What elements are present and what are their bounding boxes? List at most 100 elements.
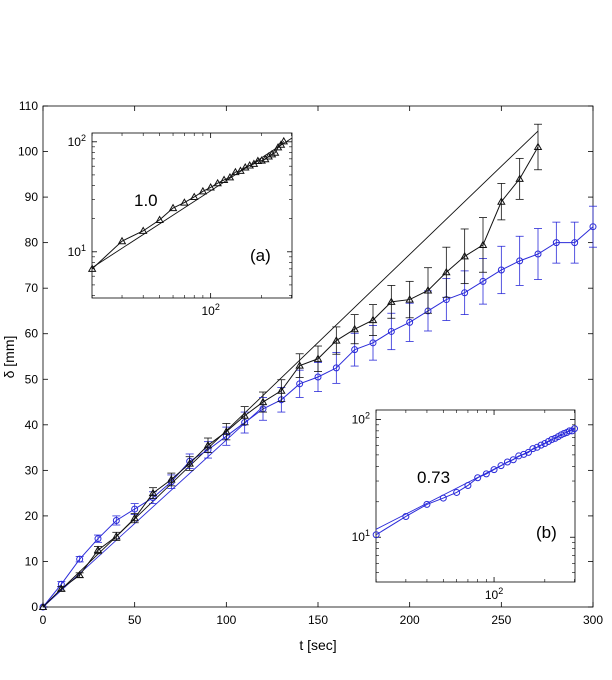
data-point-circle	[76, 555, 84, 563]
inset-data-point	[497, 462, 505, 470]
data-point-triangle	[497, 197, 506, 205]
data-point-circle	[296, 380, 304, 388]
inset-data-point	[264, 152, 273, 160]
inset-data-point	[402, 512, 410, 520]
inset-data-point	[533, 443, 541, 451]
inset-data-point	[219, 175, 229, 183]
data-point-triangle	[93, 545, 103, 554]
data-point-triangle	[112, 531, 121, 540]
inset-data-point	[524, 448, 532, 456]
data-point-triangle	[185, 459, 194, 467]
x-tick-label: 200	[400, 613, 420, 627]
inset-data-point	[474, 474, 482, 482]
main-chart: 0 50 100 150 200 250 300 0 10 20 30 40 50 60 70 80 90 100…	[18, 99, 603, 627]
data-point-triangle	[460, 251, 469, 260]
data-point-circle	[406, 318, 414, 326]
y-tick-label: 110	[19, 99, 38, 113]
x-tick-label: 300	[583, 613, 603, 627]
inset-frame	[375, 409, 576, 583]
inset-data-point	[138, 226, 148, 234]
inset-data-point	[544, 437, 552, 445]
data-point-triangle	[130, 513, 139, 522]
inset-data-point	[372, 531, 380, 539]
data-point-circle	[552, 239, 560, 247]
inset-data-point	[168, 203, 178, 212]
x-axis-label: t [sec]	[299, 637, 336, 653]
inset-data-point	[515, 452, 523, 460]
inset-x-tick-label: 102	[485, 586, 503, 602]
inset-data-point	[155, 215, 164, 223]
data-point-triangle	[405, 295, 414, 303]
inset-data-point	[482, 470, 490, 478]
y-tick-label: 0	[31, 600, 38, 614]
inset-b: 101 102 102 0.73 (b)	[352, 409, 579, 602]
data-point-triangle	[332, 336, 341, 344]
data-point-circle	[94, 535, 102, 543]
y-tick-label: 70	[25, 281, 39, 295]
data-point-circle	[387, 327, 395, 335]
data-point-circle	[369, 339, 377, 347]
inset-data-point	[267, 149, 277, 158]
data-point-circle	[516, 257, 524, 265]
inset-y-tick-label: 101	[352, 528, 370, 544]
inset-data-point	[231, 167, 240, 176]
inset-data-point	[270, 148, 280, 156]
inset-data-point	[117, 236, 127, 245]
data-point-circle	[589, 223, 597, 231]
fit-line	[42, 406, 264, 608]
x-tick-label: 150	[308, 613, 328, 627]
y-tick-label: 50	[25, 372, 39, 386]
data-point-triangle	[423, 286, 433, 294]
data-point-circle	[534, 250, 542, 258]
inset-data-point	[87, 264, 97, 272]
inset-data-point	[490, 466, 498, 474]
data-point-circle	[571, 239, 579, 247]
data-point-triangle	[350, 324, 359, 333]
y-tick-label: 40	[25, 418, 39, 432]
data-point-triangle	[222, 427, 231, 435]
data-point-triangle	[387, 297, 396, 305]
data-point-triangle	[478, 240, 488, 248]
data-point-circle	[351, 346, 359, 354]
y-axis-label: δ [mm]	[1, 336, 17, 379]
inset-label: (a)	[250, 246, 271, 265]
inset-data-point	[279, 136, 289, 145]
x-tick-label: 250	[491, 613, 511, 627]
data-point-triangle	[313, 354, 323, 362]
data-point-triangle	[167, 475, 176, 483]
inset-data-point	[225, 172, 235, 181]
inset-x-tick-label: 102	[201, 302, 219, 318]
series-triangles-line	[42, 146, 539, 608]
inset-data-point	[423, 500, 431, 508]
data-point-triangle	[148, 488, 158, 497]
slope-annotation: 1.0	[134, 191, 158, 210]
inset-data-point	[548, 436, 556, 444]
inset-data-point	[537, 441, 545, 449]
data-point-triangle	[277, 386, 286, 394]
inset-data-point	[509, 456, 517, 464]
y-tick-label: 10	[25, 554, 39, 568]
slope-annotation: 0.73	[417, 468, 450, 487]
inset-data-point	[541, 439, 549, 447]
inset-data-point	[439, 494, 447, 502]
data-point-triangle	[258, 397, 268, 406]
y-tick-label: 80	[25, 236, 39, 250]
x-tick-label: 0	[40, 613, 47, 627]
inset-data-point	[529, 445, 537, 453]
data-point-triangle	[203, 440, 213, 449]
y-tick-label: 30	[25, 463, 39, 477]
x-tick-label: 50	[128, 613, 142, 627]
data-point-circle	[314, 373, 322, 381]
data-point-triangle	[442, 267, 451, 276]
data-point-circle	[131, 505, 139, 513]
data-point-triangle	[515, 174, 524, 182]
data-point-circle	[479, 277, 487, 285]
inset-y-tick-label: 102	[68, 133, 86, 149]
y-tick-label: 90	[25, 190, 39, 204]
inset-data-point	[571, 425, 579, 433]
inset-data-point	[520, 450, 528, 458]
data-point-circle	[497, 266, 505, 274]
inset-data-point	[198, 186, 208, 195]
inset-y-tick-label: 101	[68, 243, 86, 259]
